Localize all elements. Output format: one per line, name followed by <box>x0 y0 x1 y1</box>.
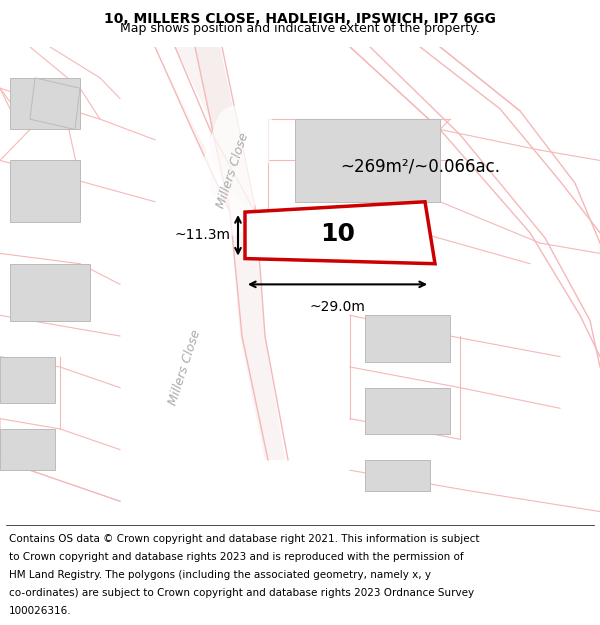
Text: 100026316.: 100026316. <box>9 606 71 616</box>
Text: Contains OS data © Crown copyright and database right 2021. This information is : Contains OS data © Crown copyright and d… <box>9 534 479 544</box>
Polygon shape <box>365 316 450 362</box>
Text: to Crown copyright and database rights 2023 and is reproduced with the permissio: to Crown copyright and database rights 2… <box>9 552 464 562</box>
Text: 10, MILLERS CLOSE, HADLEIGH, IPSWICH, IP7 6GG: 10, MILLERS CLOSE, HADLEIGH, IPSWICH, IP… <box>104 12 496 26</box>
Polygon shape <box>30 78 80 129</box>
Polygon shape <box>10 161 80 222</box>
Polygon shape <box>295 119 440 202</box>
Polygon shape <box>10 264 90 321</box>
Text: 10: 10 <box>320 222 355 246</box>
Polygon shape <box>195 47 285 460</box>
Polygon shape <box>365 460 430 491</box>
Text: ~11.3m: ~11.3m <box>174 228 230 242</box>
Polygon shape <box>0 357 55 403</box>
Text: ~269m²/~0.066ac.: ~269m²/~0.066ac. <box>340 158 500 176</box>
Text: Map shows position and indicative extent of the property.: Map shows position and indicative extent… <box>120 22 480 35</box>
Text: HM Land Registry. The polygons (including the associated geometry, namely x, y: HM Land Registry. The polygons (includin… <box>9 571 431 581</box>
Text: co-ordinates) are subject to Crown copyright and database rights 2023 Ordnance S: co-ordinates) are subject to Crown copyr… <box>9 588 474 598</box>
Polygon shape <box>0 429 55 470</box>
Polygon shape <box>155 47 255 212</box>
Text: Millers Close: Millers Close <box>167 328 203 406</box>
Text: Millers Close: Millers Close <box>215 131 251 210</box>
Polygon shape <box>365 388 450 434</box>
Polygon shape <box>10 78 80 129</box>
Polygon shape <box>245 202 435 264</box>
Text: ~29.0m: ~29.0m <box>310 300 365 314</box>
